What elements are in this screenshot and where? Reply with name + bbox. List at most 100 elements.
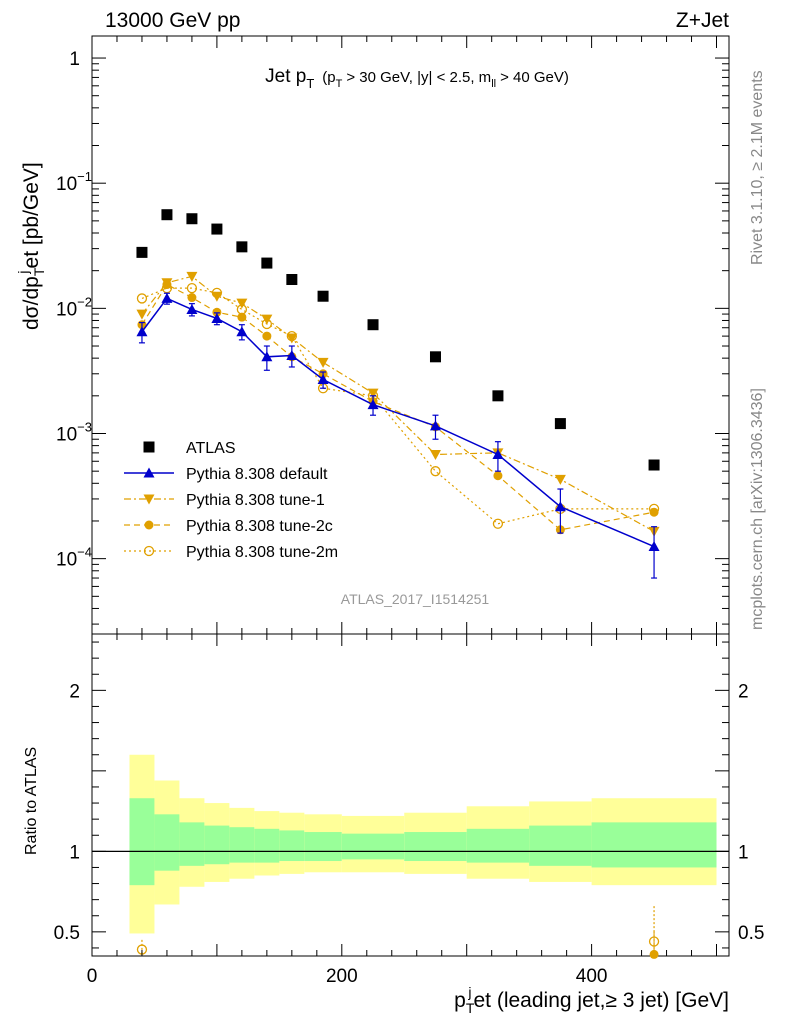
data-point [317,290,329,302]
data-point [136,293,148,304]
x-tick-label: 0 [87,966,98,987]
main-axis-ticks: 1 10−1 10−2 10−3 10−4 [56,49,729,625]
data-point [211,223,223,235]
data-point [430,466,441,477]
data-point [261,314,273,325]
ratio-y-tick-label: 1 [69,842,80,863]
data-point [261,351,273,362]
uncertainty-band-inner [179,822,205,866]
legend-label: Pythia 8.308 default [186,466,328,483]
y-tick-label: 1 [69,49,80,70]
data-point [136,246,148,258]
uncertainty-band-inner [529,825,592,866]
data-point [317,357,329,368]
data-point [186,271,198,282]
ratio-y-axis-label: Ratio to ATLAS [23,747,40,855]
data-point [648,459,660,471]
data-point [161,292,173,303]
legend-marker [143,467,155,478]
ratio-frame [91,633,730,957]
legend-marker [143,441,155,453]
process-label: Z+Jet [676,9,729,32]
data-point [161,209,173,221]
data-point [367,399,379,410]
data-point [262,331,272,341]
data-point [186,213,198,225]
data-point [493,471,503,481]
data-point [554,418,566,430]
data-point [237,312,247,322]
x-tick-label: 400 [576,966,608,987]
uncertainty-band-inner [154,814,180,871]
data-point [492,518,504,529]
ratio-y-tick-label-right: 2 [738,681,749,702]
data-point [161,278,173,289]
main-y-axis-label: dσ/dpTjet [pb/GeV] [15,162,47,330]
uncertainty-band-inner [254,828,280,863]
y-tick-label: 10−2 [56,294,92,320]
collision-energy-label: 13000 GeV pp [105,9,240,32]
data-point [367,319,379,331]
data-point [136,326,148,337]
mcplots-label: mcplots.cern.ch [arXiv:1306.3436] [749,388,766,630]
data-point [136,309,148,320]
data-point [429,420,441,431]
data-point [236,241,248,253]
data-point [317,374,329,385]
data-point [492,390,504,402]
legend-label: Pythia 8.308 tune-2m [186,544,338,561]
ratio-data-layer [92,754,729,959]
data-point [367,388,379,399]
legend-label: Pythia 8.308 tune-2c [186,518,333,535]
main-data-layer [136,209,660,579]
data-point [236,298,248,309]
legend: ATLAS Pythia 8.308 default Pythia 8.308 tu… [124,440,338,561]
ratio-y-tick-label: 2 [69,681,80,702]
uncertainty-band-inner [591,822,717,868]
uncertainty-band-inner [229,827,255,863]
data-point [286,274,298,286]
x-tick-label: 200 [326,966,358,987]
data-point [286,333,298,344]
data-point [286,349,298,360]
ratio-axis-ticks: 0 200 400 0.5 0.5 1 1 2 2 [54,36,764,987]
x-axis-label: pTjet (leading jet,≥ 3 jet) [GeV] [454,984,729,1016]
legend-marker [143,545,155,557]
y-tick-label: 10−3 [56,419,92,445]
ratio-panel [91,633,730,957]
legend-marker [143,494,155,505]
main-title: Jet pT (pT > 30 GeV, |y| < 2.5, mll > 40 Ge… [265,66,569,91]
data-point [429,449,441,460]
data-point [211,312,223,323]
ratio-y-tick-label: 0.5 [54,923,80,944]
data-point [554,474,566,485]
uncertainty-band-inner [204,825,230,865]
y-tick-label: 10−1 [56,169,92,195]
data-point [554,501,566,512]
ratio-y-tick-label-right: 1 [738,842,749,863]
data-point [211,291,223,302]
data-point [492,448,504,459]
data-point [429,351,441,363]
uncertainty-band-inner [279,830,305,862]
data-point [187,293,197,303]
analysis-id-label: ATLAS_2017_I1514251 [341,591,490,607]
data-point [648,541,660,552]
data-point [236,326,248,337]
uncertainty-band-inner [466,828,530,863]
legend-label: Pythia 8.308 tune-1 [186,492,325,509]
data-point [261,257,273,269]
data-point [649,507,659,517]
legend-marker [144,520,154,530]
uncertainty-band-inner [129,798,155,886]
y-tick-label: 10−4 [56,545,92,571]
legend-label: ATLAS [186,440,236,457]
ratio-y-tick-label-right: 0.5 [738,923,764,944]
ratio-point [649,949,659,959]
uncertainty-band-inner [304,832,342,862]
data-point [186,303,198,314]
uncertainty-band-inner [404,832,467,862]
uncertainty-band-inner [341,833,405,860]
data-point [186,282,198,294]
